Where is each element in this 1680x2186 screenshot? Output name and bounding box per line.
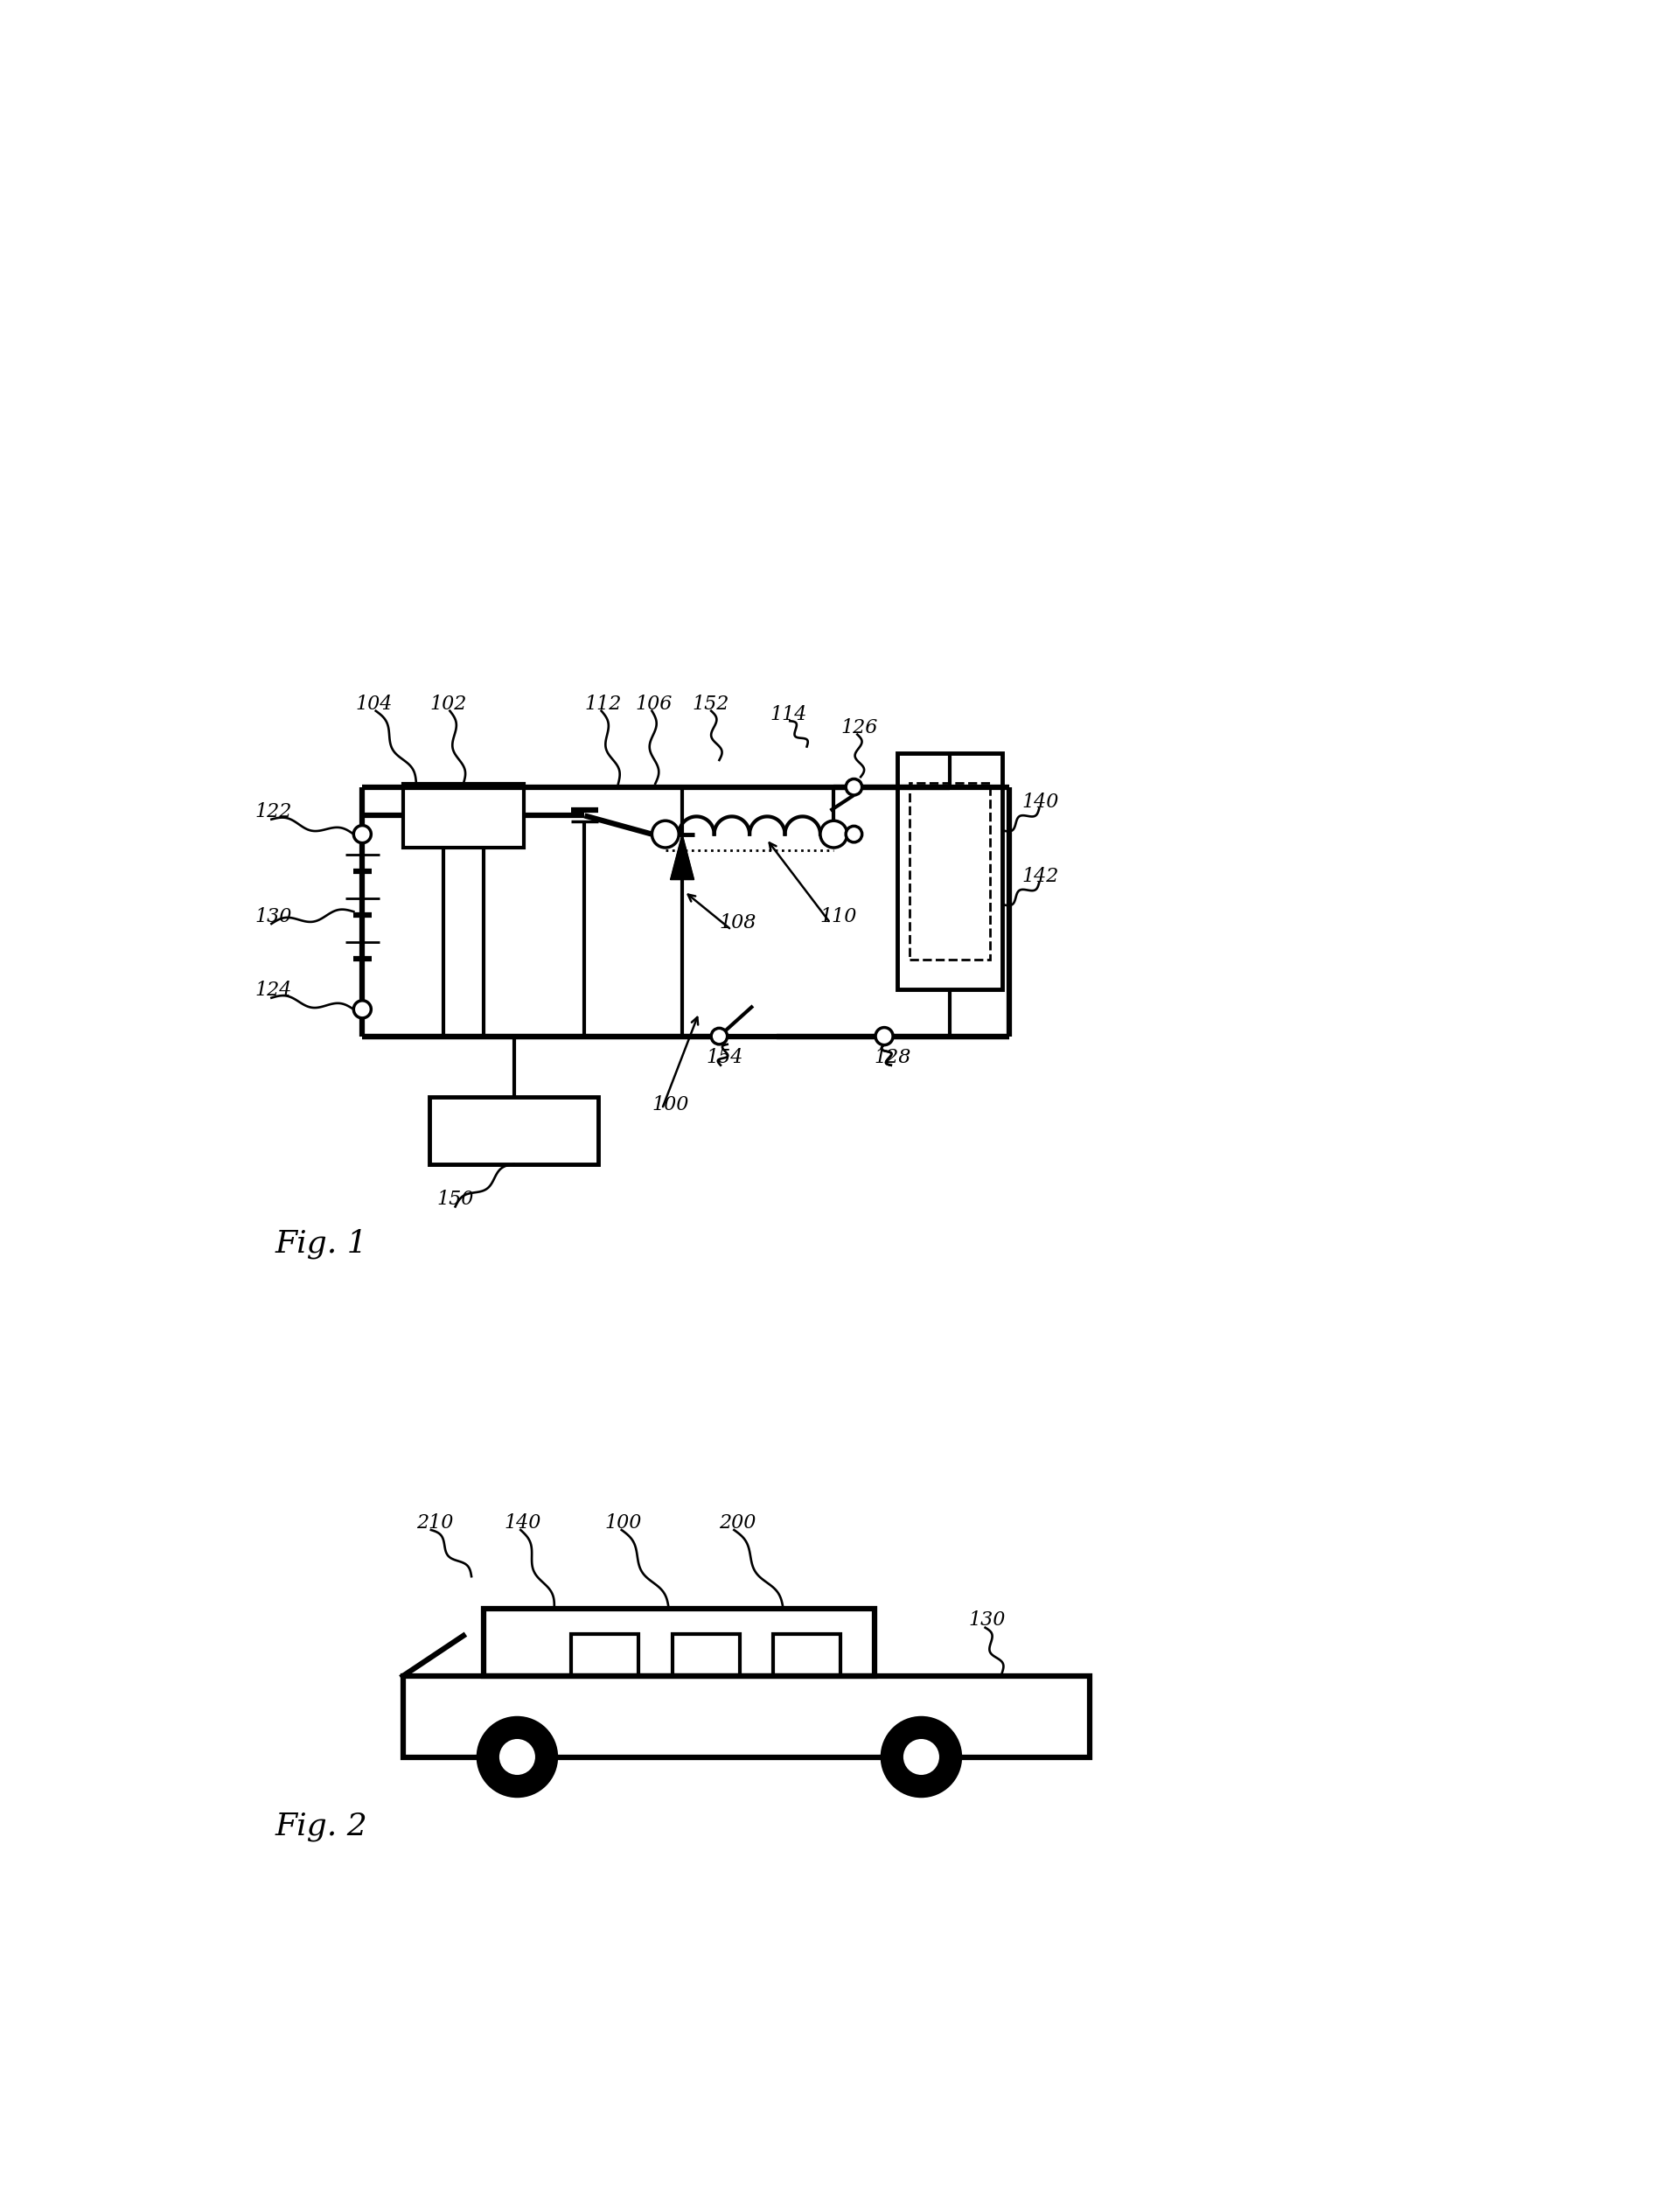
Circle shape bbox=[820, 820, 847, 848]
Circle shape bbox=[902, 1738, 941, 1775]
Bar bbox=[571, 1635, 638, 1677]
Text: 114: 114 bbox=[769, 704, 806, 724]
Bar bbox=[911, 783, 990, 960]
Circle shape bbox=[479, 1718, 556, 1797]
Text: 130: 130 bbox=[968, 1611, 1005, 1631]
Bar bbox=[897, 754, 1001, 988]
Text: 150: 150 bbox=[437, 1189, 474, 1209]
Bar bbox=[672, 1635, 739, 1677]
Text: 124: 124 bbox=[255, 982, 292, 1001]
Polygon shape bbox=[670, 835, 694, 879]
Bar bbox=[403, 783, 524, 848]
Bar bbox=[403, 1677, 1090, 1758]
Text: 112: 112 bbox=[585, 695, 622, 715]
Text: 108: 108 bbox=[719, 914, 756, 933]
Circle shape bbox=[353, 826, 371, 844]
Text: 130: 130 bbox=[255, 907, 292, 927]
Text: 140: 140 bbox=[504, 1513, 541, 1532]
Circle shape bbox=[711, 1027, 727, 1045]
Text: 200: 200 bbox=[719, 1513, 756, 1532]
Bar bbox=[430, 1097, 598, 1165]
Circle shape bbox=[875, 1027, 894, 1045]
Text: 104: 104 bbox=[356, 695, 393, 715]
Bar bbox=[484, 1609, 874, 1677]
Circle shape bbox=[882, 1718, 961, 1797]
Text: 128: 128 bbox=[874, 1049, 911, 1067]
Text: 152: 152 bbox=[692, 695, 729, 715]
Circle shape bbox=[353, 1001, 371, 1019]
Text: 126: 126 bbox=[840, 719, 877, 737]
Text: Fig. 2: Fig. 2 bbox=[276, 1812, 368, 1841]
Circle shape bbox=[845, 826, 862, 842]
Text: 102: 102 bbox=[430, 695, 467, 715]
Text: 100: 100 bbox=[605, 1513, 642, 1532]
Circle shape bbox=[499, 1738, 536, 1775]
Text: 142: 142 bbox=[1021, 866, 1060, 885]
Text: 110: 110 bbox=[820, 907, 857, 927]
Bar bbox=[773, 1635, 840, 1677]
Text: Fig. 1: Fig. 1 bbox=[276, 1229, 368, 1259]
Text: 140: 140 bbox=[1021, 791, 1060, 811]
Text: 106: 106 bbox=[635, 695, 672, 715]
Circle shape bbox=[652, 820, 679, 848]
Text: 210: 210 bbox=[417, 1513, 454, 1532]
Text: 100: 100 bbox=[652, 1095, 689, 1115]
Text: 122: 122 bbox=[255, 802, 292, 822]
Text: 154: 154 bbox=[706, 1049, 743, 1067]
Circle shape bbox=[845, 778, 862, 796]
